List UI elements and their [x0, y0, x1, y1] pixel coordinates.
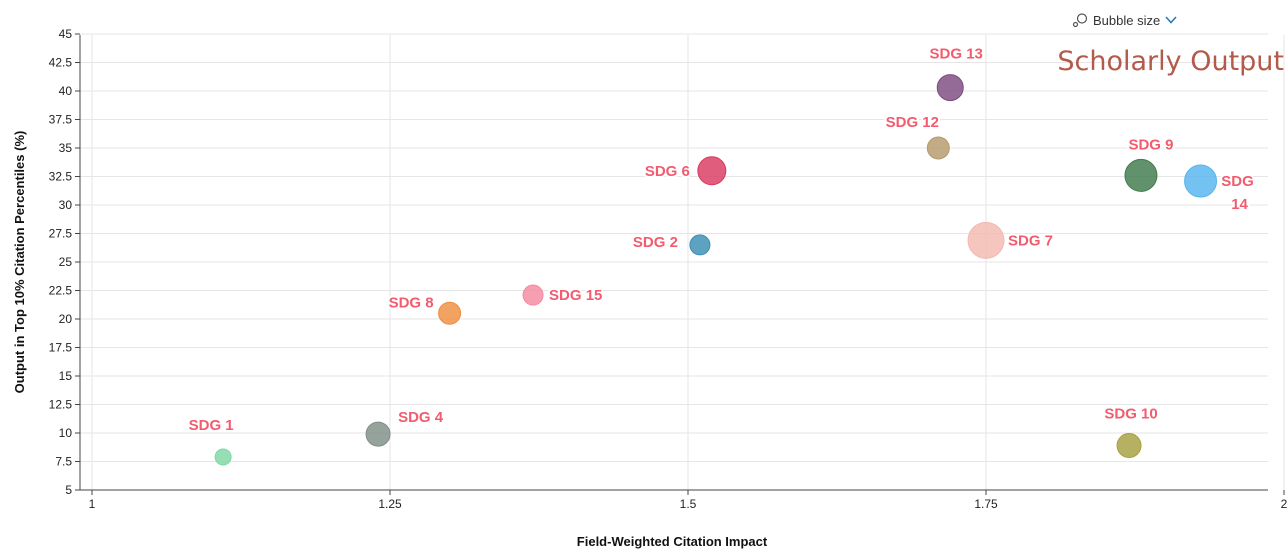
bubble[interactable]	[967, 221, 1005, 259]
bubble-label: SDG 2	[633, 234, 678, 251]
y-tick-label: 37.5	[49, 113, 73, 127]
y-tick-label: 40	[59, 84, 73, 98]
bubble-size-icon	[1072, 13, 1088, 28]
bubble-size-dropdown[interactable]: Bubble size	[1072, 12, 1177, 28]
bubble-label: SDG 13	[930, 46, 983, 63]
bubble-label: SDG 1	[189, 417, 234, 434]
y-tick-label: 45	[59, 27, 73, 41]
bubble[interactable]	[689, 234, 711, 256]
bubble[interactable]	[522, 284, 544, 306]
bubble[interactable]	[697, 156, 727, 186]
y-axis-title: Output in Top 10% Citation Percentiles (…	[12, 131, 27, 394]
bubble-label: SDG 8	[389, 294, 434, 311]
bubble-label: SDG 6	[645, 163, 690, 180]
bubble[interactable]	[1116, 433, 1142, 459]
x-tick-label: 1.25	[378, 497, 402, 511]
bubble-label: SDG 15	[549, 287, 602, 304]
y-tick-label: 35	[59, 141, 73, 155]
y-tick-label: 30	[59, 198, 73, 212]
y-tick-label: 42.5	[49, 56, 73, 70]
y-tick-label: 10	[59, 426, 73, 440]
y-tick-label: 25	[59, 255, 73, 269]
y-tick-label: 5	[65, 483, 72, 497]
y-tick-label: 20	[59, 312, 73, 326]
chevron-down-icon[interactable]	[1165, 15, 1177, 25]
bubble[interactable]	[214, 448, 232, 466]
bubble-label: SDG 10	[1104, 406, 1157, 423]
bubble[interactable]	[1184, 164, 1218, 198]
y-tick-label: 12.5	[49, 398, 73, 412]
y-tick-label: 7.5	[55, 455, 72, 469]
y-tick-label: 27.5	[49, 227, 73, 241]
axes: 11.251.51.7522.252.52.7533.253.53.7544.2…	[49, 27, 1288, 511]
y-tick-label: 15	[59, 369, 73, 383]
x-axis-title: Field-Weighted Citation Impact	[577, 534, 768, 549]
x-tick-label: 2	[1281, 497, 1288, 511]
bubble-label: SDG 12	[886, 114, 939, 131]
bubble[interactable]	[936, 74, 964, 102]
y-tick-label: 17.5	[49, 341, 73, 355]
y-tick-label: 32.5	[49, 170, 73, 184]
bubble-size-metric-title: Scholarly Output	[1057, 46, 1284, 77]
x-tick-label: 1	[89, 497, 96, 511]
bubble[interactable]	[1124, 158, 1158, 192]
bubble-label: SDG 7	[1008, 232, 1053, 249]
bubble[interactable]	[438, 301, 462, 325]
bubble[interactable]	[926, 136, 950, 160]
bubbles	[214, 74, 1218, 466]
y-tick-label: 22.5	[49, 284, 73, 298]
bubble-label: SDG 9	[1128, 136, 1173, 153]
bubble-size-label: Bubble size	[1093, 12, 1161, 28]
bubble-label: SDG 4	[398, 409, 444, 426]
x-tick-label: 1.5	[680, 497, 697, 511]
bubble[interactable]	[365, 421, 391, 447]
bubble-label: SDG 14	[1221, 173, 1254, 213]
x-tick-label: 1.75	[974, 497, 998, 511]
